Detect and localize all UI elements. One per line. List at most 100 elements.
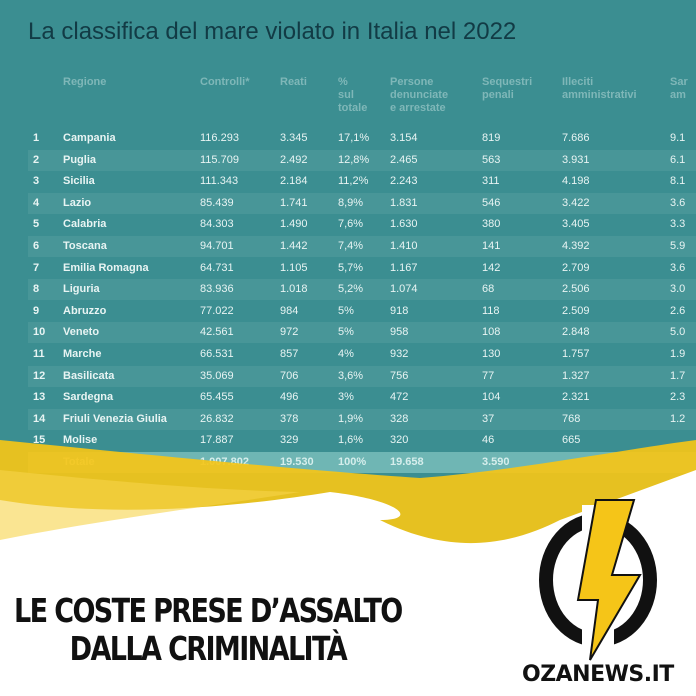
cell: 378 (280, 412, 299, 425)
cell: 64.731 (200, 261, 234, 274)
cell: 5,2% (338, 283, 364, 296)
cell: 857 (280, 348, 299, 360)
cell: 42.561 (200, 326, 234, 339)
cell: 2.243 (390, 175, 418, 188)
cell: 9 (33, 304, 40, 317)
cell: 6.1 (670, 153, 686, 166)
cell: 7,4% (338, 240, 364, 252)
cell: 3.6 (670, 261, 686, 274)
region: Toscana (63, 240, 107, 252)
cell: 2.709 (562, 261, 590, 274)
cell: 2.465 (390, 153, 418, 166)
cell: 563 (482, 153, 501, 166)
table-row: 13 Sardegna 65.455 496 3% 472 104 2.321 2.3 (28, 387, 696, 408)
cell: 3% (338, 391, 354, 404)
cell: 984 (280, 304, 299, 317)
cell: 130 (482, 348, 501, 360)
column-header: Persone denunciate e arrestate (390, 76, 449, 114)
cell: 66.531 (200, 348, 234, 360)
column-header: Regione (63, 76, 107, 88)
cell: 68 (482, 283, 495, 296)
cell: 756 (390, 369, 409, 382)
cell: 5% (338, 304, 354, 317)
region: Molise (63, 434, 98, 447)
cell: 65.455 (200, 391, 234, 404)
column-header: Reati (280, 76, 307, 88)
cell: 1.831 (390, 196, 418, 209)
cell: 4% (338, 348, 354, 360)
cell: 17.887 (200, 434, 234, 447)
cell: 2.506 (562, 283, 590, 296)
region: Puglia (63, 153, 97, 166)
total-cell: 19.658 (390, 456, 424, 468)
cell: 2.6 (670, 304, 686, 317)
cell: 7 (33, 261, 40, 274)
cell: 12 (33, 369, 46, 382)
cell: 3.0 (670, 283, 686, 296)
cell: 2.184 (280, 175, 308, 188)
cell: 3.422 (562, 196, 590, 209)
cell: 7,6% (338, 218, 364, 231)
cell: 311 (482, 175, 500, 188)
region: Liguria (63, 283, 100, 296)
cell: 768 (562, 412, 581, 425)
region: Veneto (63, 326, 100, 339)
cell: 5,7% (338, 261, 364, 274)
table-row: 8 Liguria 83.936 1.018 5,2% 1.074 68 2.506 3.0 (28, 279, 696, 301)
cell: 7.686 (562, 132, 590, 144)
cell: 94.701 (200, 240, 234, 252)
column-header: % sul totale (338, 76, 368, 114)
cell: 85.439 (200, 196, 234, 209)
table-row: 7 Emilia Romagna 64.731 1.105 5,7% 1.167 142 2.… (28, 258, 696, 279)
cell: 104 (482, 391, 501, 404)
column-header: Illeciti amministrativi (562, 76, 637, 101)
cell: 1.9 (670, 348, 686, 360)
cell: 1.105 (280, 261, 308, 274)
cell: 546 (482, 196, 501, 209)
cell: 2.321 (562, 391, 590, 404)
cell: 141 (482, 240, 501, 252)
column-header: Sequestri penali (482, 76, 533, 101)
cell: 1.741 (280, 196, 308, 209)
cell: 2.3 (670, 391, 686, 404)
cell: 8.1 (670, 175, 686, 188)
cell: 3.405 (562, 218, 590, 231)
cell: 77 (482, 369, 495, 382)
table-row: 6 Toscana 94.701 1.442 7,4% 1.410 141 4.392 5.9 (28, 236, 696, 257)
table-row: 15 Molise 17.887 329 1,6% 320 46 665 (28, 430, 696, 451)
table-row: 12 Basilicata 35.069 706 3,6% 756 77 1.327 1.7 (28, 365, 696, 387)
cell: 380 (482, 218, 501, 231)
cell: 5% (338, 326, 354, 339)
cell: 17,1% (338, 132, 370, 144)
cell: 11 (33, 348, 45, 360)
cell: 3.345 (280, 132, 308, 144)
cell: 5 (33, 218, 40, 231)
headline-line: DALLA CRIMINALITÀ (69, 629, 348, 668)
region: Lazio (63, 196, 92, 209)
cell: 1.7 (670, 369, 686, 382)
cell: 665 (562, 434, 581, 447)
region: Marche (63, 348, 102, 360)
cell: 328 (390, 412, 409, 425)
cell: 11,2% (338, 175, 369, 188)
cell: 2.509 (562, 304, 590, 317)
cell: 706 (280, 369, 299, 382)
cell: 3.931 (562, 153, 590, 166)
white-swoosh (0, 470, 696, 696)
cell: 496 (280, 391, 299, 404)
cell: 958 (390, 326, 409, 339)
cell: 12,8% (338, 153, 370, 166)
table-row: 3 Sicilia 111.343 2.184 11,2% 2.243 311 4.198 8.… (28, 171, 696, 192)
cell: 118 (482, 304, 500, 317)
cell: 8,9% (338, 196, 364, 209)
cell: 37 (482, 412, 495, 425)
table-row: 1 Campania 116.293 3.345 17,1% 3.154 819 7.686 9… (28, 128, 696, 149)
cell: 111.343 (200, 175, 239, 188)
cell: 83.936 (200, 283, 234, 296)
cell: 1.442 (280, 240, 308, 252)
cell: 4.198 (562, 175, 590, 188)
title: La classifica del mare violato in Italia… (28, 18, 517, 45)
region: Sardegna (63, 391, 114, 404)
total-cell: 3.590 (482, 456, 510, 468)
